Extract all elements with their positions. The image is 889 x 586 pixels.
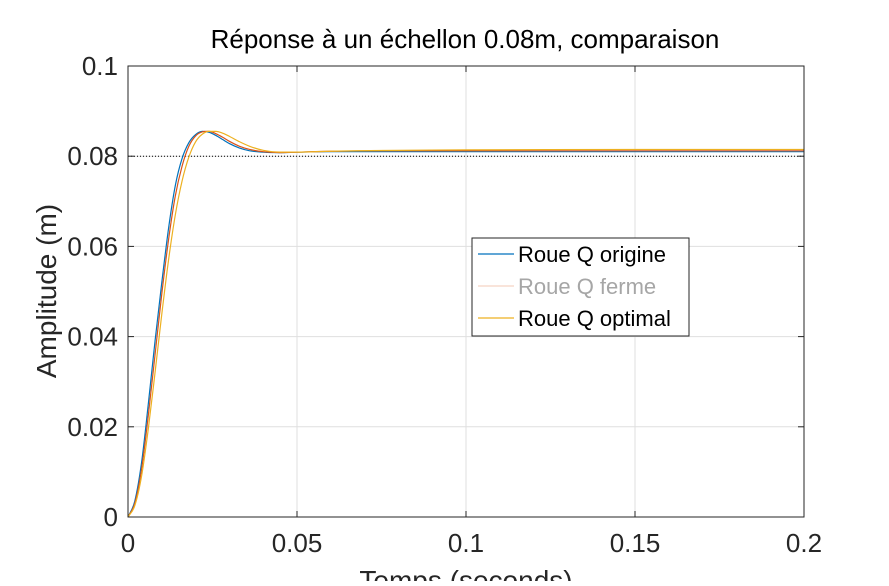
- x-tick-label: 0.15: [610, 528, 661, 558]
- y-tick-label: 0.06: [67, 231, 118, 261]
- x-ticks: 0 0.05 0.1 0.15 0.2: [121, 66, 822, 558]
- y-tick-label: 0.08: [67, 141, 118, 171]
- y-axis-label: Amplitude (m): [31, 204, 62, 378]
- y-tick-label: 0.1: [82, 51, 118, 81]
- legend-label-roue-q-optimal: Roue Q optimal: [518, 306, 671, 331]
- x-tick-label: 0.05: [272, 528, 323, 558]
- legend-label-roue-q-ferme: Roue Q ferme: [518, 274, 656, 299]
- x-axis-label: Temps (seconds): [359, 565, 572, 581]
- legend-label-roue-q-origine: Roue Q origine: [518, 242, 666, 267]
- y-tick-label: 0: [104, 502, 118, 532]
- series-lines: [128, 130, 804, 517]
- x-tick-label: 0.2: [786, 528, 822, 558]
- chart-title: Réponse à un échellon 0.08m, comparaison: [211, 24, 720, 54]
- legend: Roue Q origine Roue Q ferme Roue Q optimal: [471, 237, 690, 337]
- y-tick-label: 0.04: [67, 322, 118, 352]
- x-tick-label: 0.1: [448, 528, 484, 558]
- y-ticks: 0 0.02 0.04 0.06 0.08 0.1: [67, 51, 804, 532]
- y-tick-label: 0.02: [67, 412, 118, 442]
- x-tick-label: 0: [121, 528, 135, 558]
- series-line-roue-q-optimal: [128, 130, 804, 517]
- series-line-roue-q-origine: [128, 130, 804, 517]
